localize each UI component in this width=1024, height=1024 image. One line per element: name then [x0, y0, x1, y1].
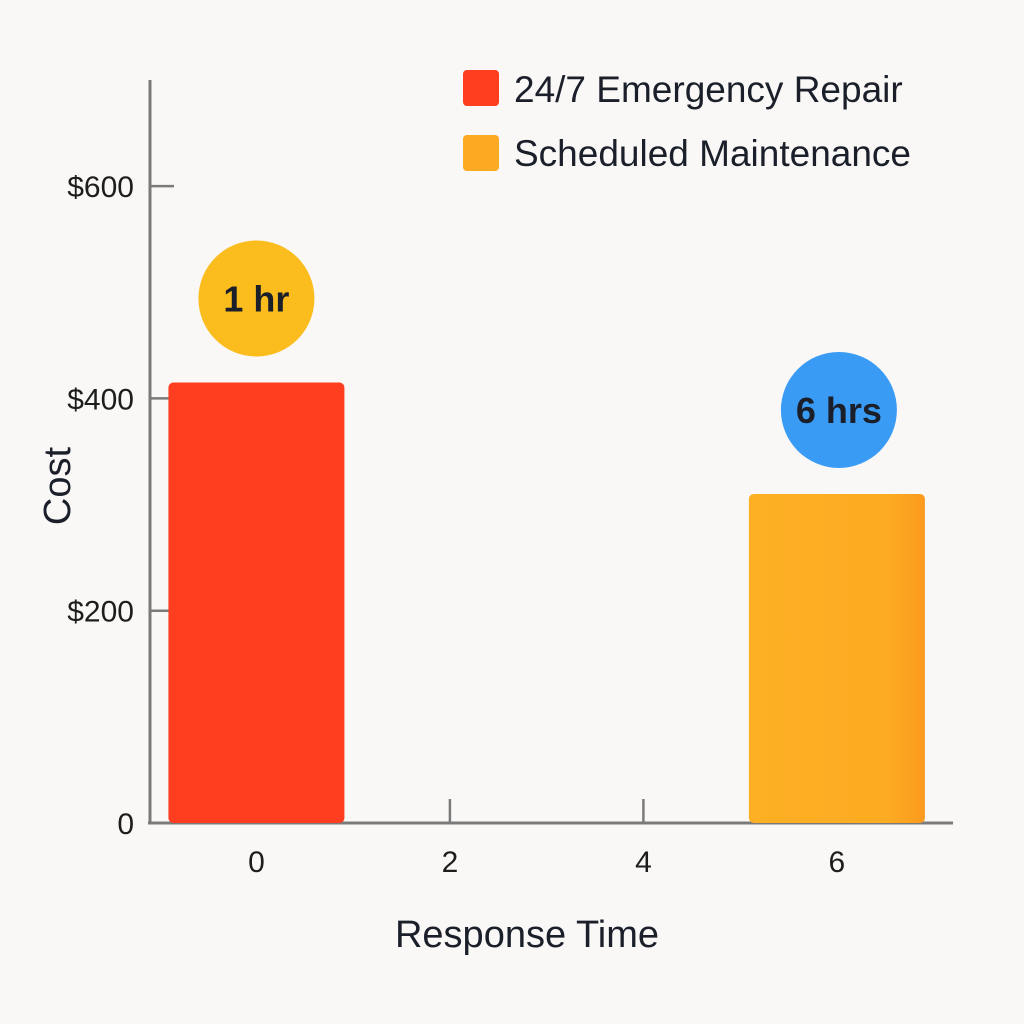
- x-axis-ticks: 0 2 4 6: [248, 799, 845, 879]
- x-axis-title: Response Time: [395, 914, 659, 956]
- legend: 24/7 Emergency Repair Scheduled Maintena…: [463, 69, 911, 174]
- bar-scheduled-maintenance: [748, 493, 925, 823]
- bar-emergency-repair: [168, 382, 345, 823]
- y-tick-label: $400: [67, 383, 134, 416]
- legend-swatch-emergency: [463, 70, 499, 106]
- legend-label-scheduled: Scheduled Maintenance: [514, 133, 911, 174]
- y-tick-label: 0: [117, 808, 134, 841]
- badge-circle: [198, 240, 315, 357]
- x-tick-label: 0: [248, 846, 265, 879]
- y-tick-label: $600: [67, 171, 134, 204]
- y-tick-label: $200: [67, 596, 134, 629]
- x-tick-label: 6: [829, 846, 846, 879]
- x-tick-label: 2: [442, 846, 459, 879]
- badge-label: 6 hrs: [796, 390, 882, 431]
- legend-item-scheduled: Scheduled Maintenance: [463, 133, 911, 174]
- x-tick-label: 4: [635, 846, 652, 879]
- y-axis-ticks: 0 $200 $400 $600: [67, 171, 174, 841]
- bar-badges: 1 hr 6 hrs: [198, 240, 897, 468]
- legend-item-emergency: 24/7 Emergency Repair: [463, 69, 903, 110]
- legend-label-emergency: 24/7 Emergency Repair: [514, 69, 903, 110]
- badge-circle: [780, 351, 897, 468]
- badge-label: 1 hr: [223, 279, 289, 320]
- legend-swatch-scheduled: [463, 135, 499, 171]
- y-axis-title: Cost: [37, 446, 79, 525]
- bars: [168, 382, 925, 823]
